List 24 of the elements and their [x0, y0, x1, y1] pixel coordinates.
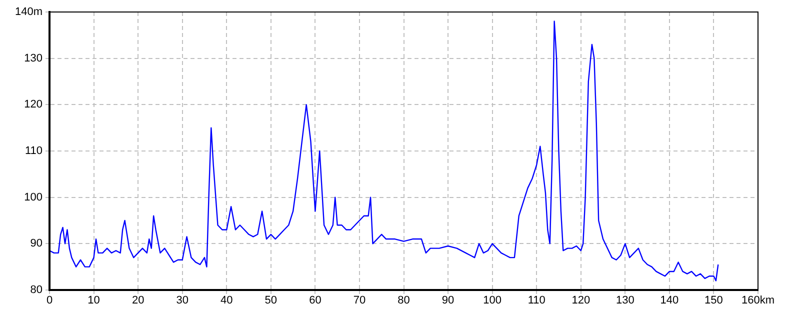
x-tick-label: 150	[704, 294, 723, 307]
y-tick-label: 100	[24, 191, 43, 204]
x-tick-label: 60	[309, 294, 322, 307]
x-tick-label: 100	[483, 294, 502, 307]
y-tick-label: 80	[30, 284, 43, 296]
x-tick-label: 90	[442, 294, 454, 307]
y-tick-label: 90	[30, 238, 43, 250]
x-tick-label: 80	[398, 294, 410, 307]
x-tick-label: 50	[264, 294, 278, 307]
x-tick-label: 10	[88, 294, 100, 307]
x-tick-label: 120	[572, 294, 590, 307]
y-tick-label: 140m	[14, 6, 43, 18]
x-tick-label: 20	[132, 294, 144, 307]
x-tick-label: 140	[660, 294, 679, 307]
y-tick-label: 110	[24, 145, 43, 158]
x-tick-label: 130	[616, 294, 634, 307]
x-tick-label: 160km	[741, 294, 775, 307]
x-tick-label: 110	[528, 294, 546, 307]
x-tick-label: 40	[220, 294, 233, 307]
x-tick-label: 0	[46, 294, 53, 307]
x-tick-label: 70	[353, 294, 366, 307]
x-tick-label: 30	[176, 294, 188, 307]
y-tick-label: 130	[24, 52, 43, 64]
y-tick-label: 120	[24, 98, 43, 111]
